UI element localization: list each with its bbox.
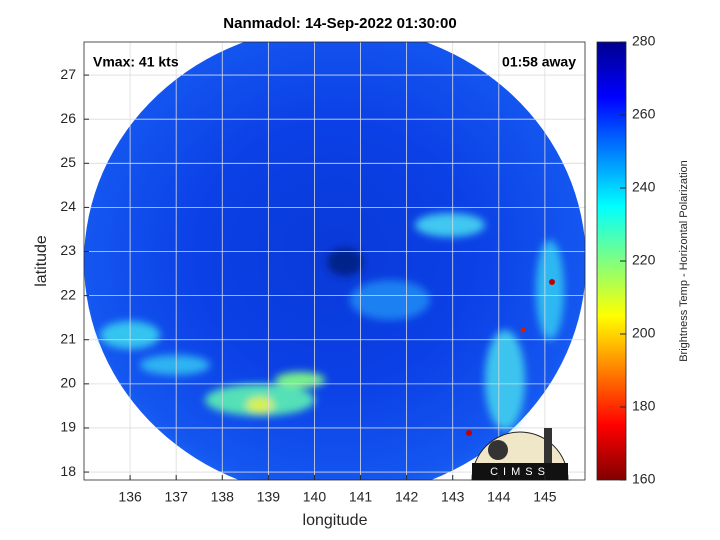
x-axis-label: longitude <box>303 512 368 529</box>
swath-features <box>100 213 564 430</box>
plot-area <box>84 42 585 480</box>
hot-spot <box>549 279 555 285</box>
colorbar-tick-label: 260 <box>632 106 656 122</box>
y-tick-label: 26 <box>60 110 76 126</box>
x-tick-label: 141 <box>349 489 373 505</box>
x-tick-label: 145 <box>533 489 557 505</box>
chart-title: Nanmadol: 14-Sep-2022 01:30:00 <box>223 15 456 32</box>
y-tick-label: 18 <box>60 463 76 479</box>
hot-spot <box>466 430 472 436</box>
colorbar-tick-label: 180 <box>632 398 656 414</box>
y-tick-label: 21 <box>60 330 76 346</box>
x-tick-label: 138 <box>211 489 235 505</box>
y-tick-label: 23 <box>60 242 76 258</box>
colorbar-tick-label: 280 <box>632 33 656 49</box>
annotation: Vmax: 41 kts <box>93 54 179 70</box>
colorbar-tick-label: 220 <box>632 252 656 268</box>
y-tick-label: 25 <box>60 154 76 170</box>
x-tick-label: 137 <box>165 489 189 505</box>
x-tick-label: 143 <box>441 489 465 505</box>
plot-frame <box>83 41 586 481</box>
y-tick-label: 19 <box>60 419 76 435</box>
y-tick-label: 27 <box>60 66 76 82</box>
hot-spot <box>520 327 526 333</box>
x-tick-label: 136 <box>118 489 142 505</box>
colorbar-tick-label: 240 <box>632 179 656 195</box>
y-tick-label: 22 <box>60 286 76 302</box>
colorbar-tick-label: 160 <box>632 471 656 487</box>
x-tick-label: 139 <box>257 489 281 505</box>
logo-text: CIMSS <box>490 466 550 478</box>
x-tick-label: 144 <box>487 489 511 505</box>
logo: CIMSS <box>471 428 569 481</box>
x-tick-label: 142 <box>395 489 419 505</box>
x-tick-label: 140 <box>303 489 327 505</box>
annotation: 01:58 away <box>502 54 576 70</box>
y-tick-label: 20 <box>60 375 76 391</box>
colorbar-tick-label: 200 <box>632 325 656 341</box>
y-axis-label: latitude <box>33 235 50 287</box>
y-tick-label: 24 <box>60 198 76 214</box>
colorbar-label: Brightness Temp - Horizontal Polarizatio… <box>678 160 690 362</box>
